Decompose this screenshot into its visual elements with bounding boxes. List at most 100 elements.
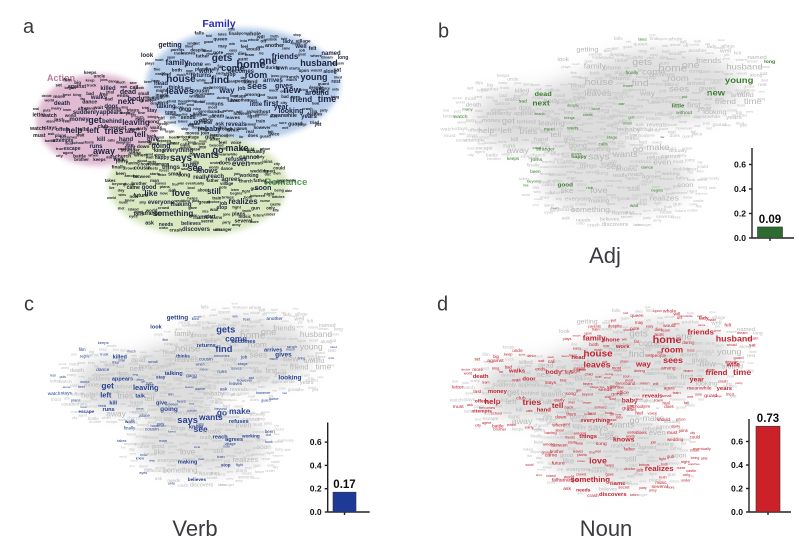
svg-text:fight: fight	[654, 201, 663, 206]
svg-text:0.0: 0.0	[734, 233, 746, 243]
svg-text:dream: dream	[747, 60, 758, 64]
svg-text:future: future	[144, 452, 157, 458]
svg-text:leaves: leaves	[573, 450, 584, 454]
svg-text:finally: finally	[124, 426, 136, 431]
svg-text:outside: outside	[267, 311, 277, 315]
svg-text:killed: killed	[519, 360, 532, 366]
svg-text:been: been	[144, 80, 151, 84]
svg-text:team: team	[661, 329, 670, 333]
svg-text:nice: nice	[619, 476, 625, 480]
svg-text:much: much	[702, 352, 712, 356]
svg-text:runs: runs	[503, 144, 515, 150]
svg-text:stage: stage	[194, 399, 204, 403]
svg-text:outside: outside	[598, 416, 608, 420]
svg-text:feels: feels	[98, 404, 106, 408]
svg-text:film: film	[482, 352, 490, 357]
svg-text:life: life	[697, 204, 703, 209]
svg-text:far: far	[656, 406, 660, 410]
svg-text:when: when	[640, 382, 649, 386]
svg-text:plans: plans	[649, 478, 662, 484]
svg-text:queen: queen	[630, 313, 644, 318]
svg-text:give: give	[565, 408, 576, 414]
svg-text:told: told	[705, 42, 711, 46]
svg-text:come: come	[221, 63, 245, 73]
svg-text:father: father	[676, 176, 689, 182]
svg-text:girl: girl	[167, 382, 172, 386]
svg-text:wait: wait	[512, 378, 521, 383]
svg-text:plans: plans	[55, 133, 67, 138]
svg-text:around: around	[731, 92, 754, 99]
svg-text:nice: nice	[610, 380, 617, 384]
svg-text:should: should	[662, 146, 676, 151]
svg-text:begins: begins	[651, 189, 663, 193]
svg-text:under: under	[264, 212, 276, 217]
svg-text:church: church	[115, 153, 131, 159]
svg-text:might: might	[165, 357, 175, 361]
svg-text:fight: fight	[242, 190, 251, 194]
svg-text:Action: Action	[47, 73, 75, 83]
svg-text:job: job	[654, 360, 662, 366]
svg-text:while: while	[196, 78, 207, 82]
svg-text:now: now	[130, 194, 139, 199]
svg-text:calls: calls	[190, 160, 200, 165]
svg-text:gone: gone	[280, 74, 288, 78]
svg-text:local: local	[605, 454, 612, 458]
svg-text:bad: bad	[86, 91, 94, 96]
svg-text:much: much	[286, 77, 297, 82]
svg-text:stranger: stranger	[142, 211, 163, 217]
svg-text:though: though	[185, 367, 194, 371]
svg-text:stage: stage	[235, 93, 247, 98]
svg-text:under: under	[627, 430, 637, 434]
svg-text:music: music	[660, 210, 673, 215]
svg-text:brother: brother	[547, 179, 562, 184]
svg-text:school: school	[631, 404, 644, 409]
svg-text:plans: plans	[85, 106, 94, 110]
svg-text:everyone: everyone	[565, 197, 592, 203]
svg-text:lie: lie	[259, 50, 264, 55]
svg-text:true: true	[467, 146, 475, 151]
svg-text:one: one	[682, 60, 700, 70]
svg-text:man: man	[568, 446, 577, 451]
svg-text:crowd: crowd	[542, 436, 552, 440]
svg-text:baby: baby	[205, 126, 221, 133]
svg-text:dream: dream	[321, 55, 333, 59]
svg-text:castle: castle	[270, 202, 281, 206]
svg-text:much: much	[692, 91, 701, 95]
svg-text:words: words	[521, 108, 536, 114]
svg-text:beyond: beyond	[112, 181, 127, 186]
svg-text:head: head	[163, 350, 175, 356]
svg-text:0.4: 0.4	[734, 184, 746, 194]
svg-text:words: words	[119, 373, 133, 379]
svg-text:stays: stays	[44, 126, 57, 132]
svg-text:among: among	[540, 171, 553, 176]
svg-text:gave: gave	[193, 111, 203, 116]
svg-text:train: train	[212, 196, 222, 201]
svg-text:local: local	[65, 142, 72, 146]
svg-text:liked: liked	[602, 321, 609, 325]
svg-text:among: among	[136, 435, 147, 439]
svg-text:against: against	[83, 353, 99, 359]
svg-text:becomes: becomes	[626, 359, 642, 363]
svg-text:live: live	[601, 114, 606, 118]
svg-text:note: note	[223, 445, 230, 449]
svg-text:big: big	[74, 80, 81, 85]
svg-text:really: really	[200, 435, 214, 441]
svg-text:about: about	[147, 421, 155, 425]
svg-text:wait: wait	[627, 474, 636, 479]
svg-text:much: much	[685, 362, 694, 366]
svg-text:day: day	[536, 456, 542, 460]
svg-text:great: great	[722, 57, 730, 61]
svg-text:becomes: becomes	[234, 365, 251, 370]
svg-text:inside: inside	[156, 93, 169, 98]
svg-text:come: come	[642, 67, 665, 76]
svg-text:ranch: ranch	[711, 78, 723, 83]
svg-text:music: music	[534, 197, 543, 201]
svg-text:music: music	[238, 214, 251, 219]
svg-text:among: among	[666, 95, 682, 100]
svg-text:would: would	[668, 51, 682, 57]
svg-text:city: city	[697, 160, 703, 164]
svg-text:must: must	[250, 161, 262, 167]
svg-text:being: being	[605, 372, 613, 376]
svg-text:school: school	[213, 133, 227, 138]
svg-text:waits: waits	[159, 390, 170, 395]
